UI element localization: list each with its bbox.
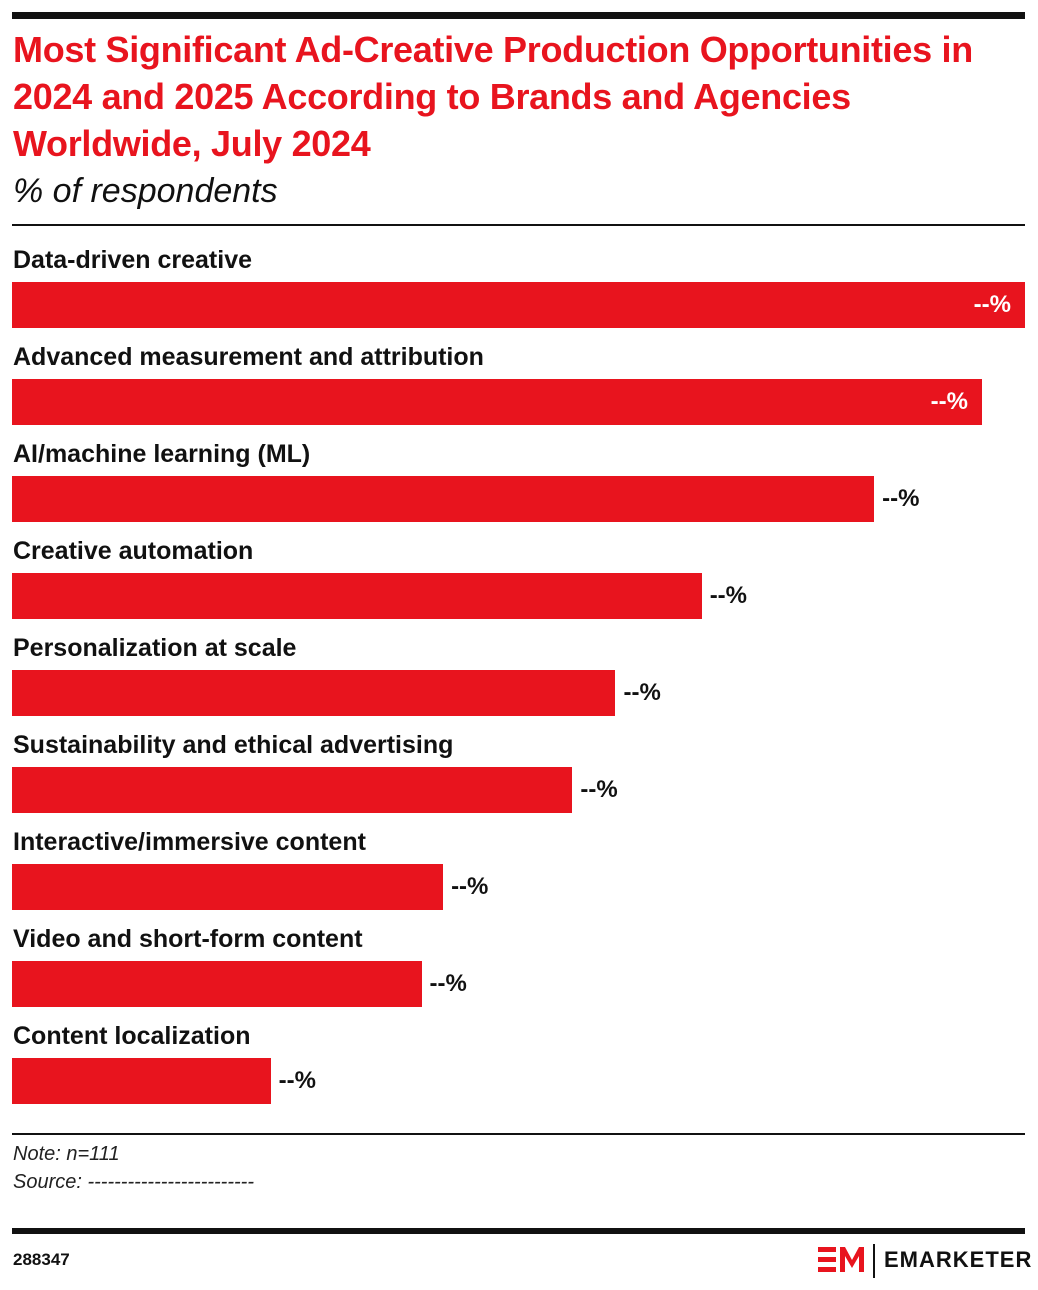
value-label: --% (451, 873, 489, 900)
category-label: Interactive/immersive content (13, 828, 366, 856)
value-label: --% (429, 970, 467, 997)
category-label: Personalization at scale (13, 634, 297, 662)
brand: EMARKETER (884, 1247, 1033, 1272)
value-label: --% (580, 776, 618, 803)
value-label: --% (930, 388, 968, 415)
value-label: --% (278, 1067, 316, 1094)
bottom-rule (12, 1228, 1025, 1234)
footer-rule (12, 1133, 1025, 1135)
bar (12, 1058, 271, 1104)
header-rule (12, 224, 1025, 226)
bar (12, 282, 1025, 328)
bar (12, 961, 422, 1007)
value-label: --% (882, 485, 920, 512)
source: Source: ------------------------- (13, 1171, 254, 1193)
chart-id: 288347 (13, 1250, 70, 1269)
value-label: --% (623, 679, 661, 706)
bar (12, 670, 616, 716)
bar (12, 379, 982, 425)
bar (12, 864, 444, 910)
value-label: --% (709, 582, 748, 609)
chart-title: Most Significant Ad-Creative Production … (13, 29, 973, 164)
note: Note: n=111 (13, 1143, 120, 1165)
category-label: Data-driven creative (13, 246, 253, 274)
chart-subtitle: % of respondents (13, 172, 278, 210)
category-label: Video and short-form content (13, 925, 363, 953)
category-label: Creative automation (13, 537, 254, 565)
category-label: Content localization (13, 1022, 251, 1050)
bar (12, 476, 875, 522)
value-label: --% (973, 291, 1011, 318)
category-label: Advanced measurement and attribution (13, 343, 484, 371)
category-label: AI/machine learning (ML) (13, 440, 311, 468)
logo-mark (818, 1244, 875, 1278)
top-rule (12, 12, 1025, 19)
bar (12, 573, 702, 619)
bar (12, 767, 573, 813)
category-label: Sustainability and ethical advertising (13, 731, 454, 759)
